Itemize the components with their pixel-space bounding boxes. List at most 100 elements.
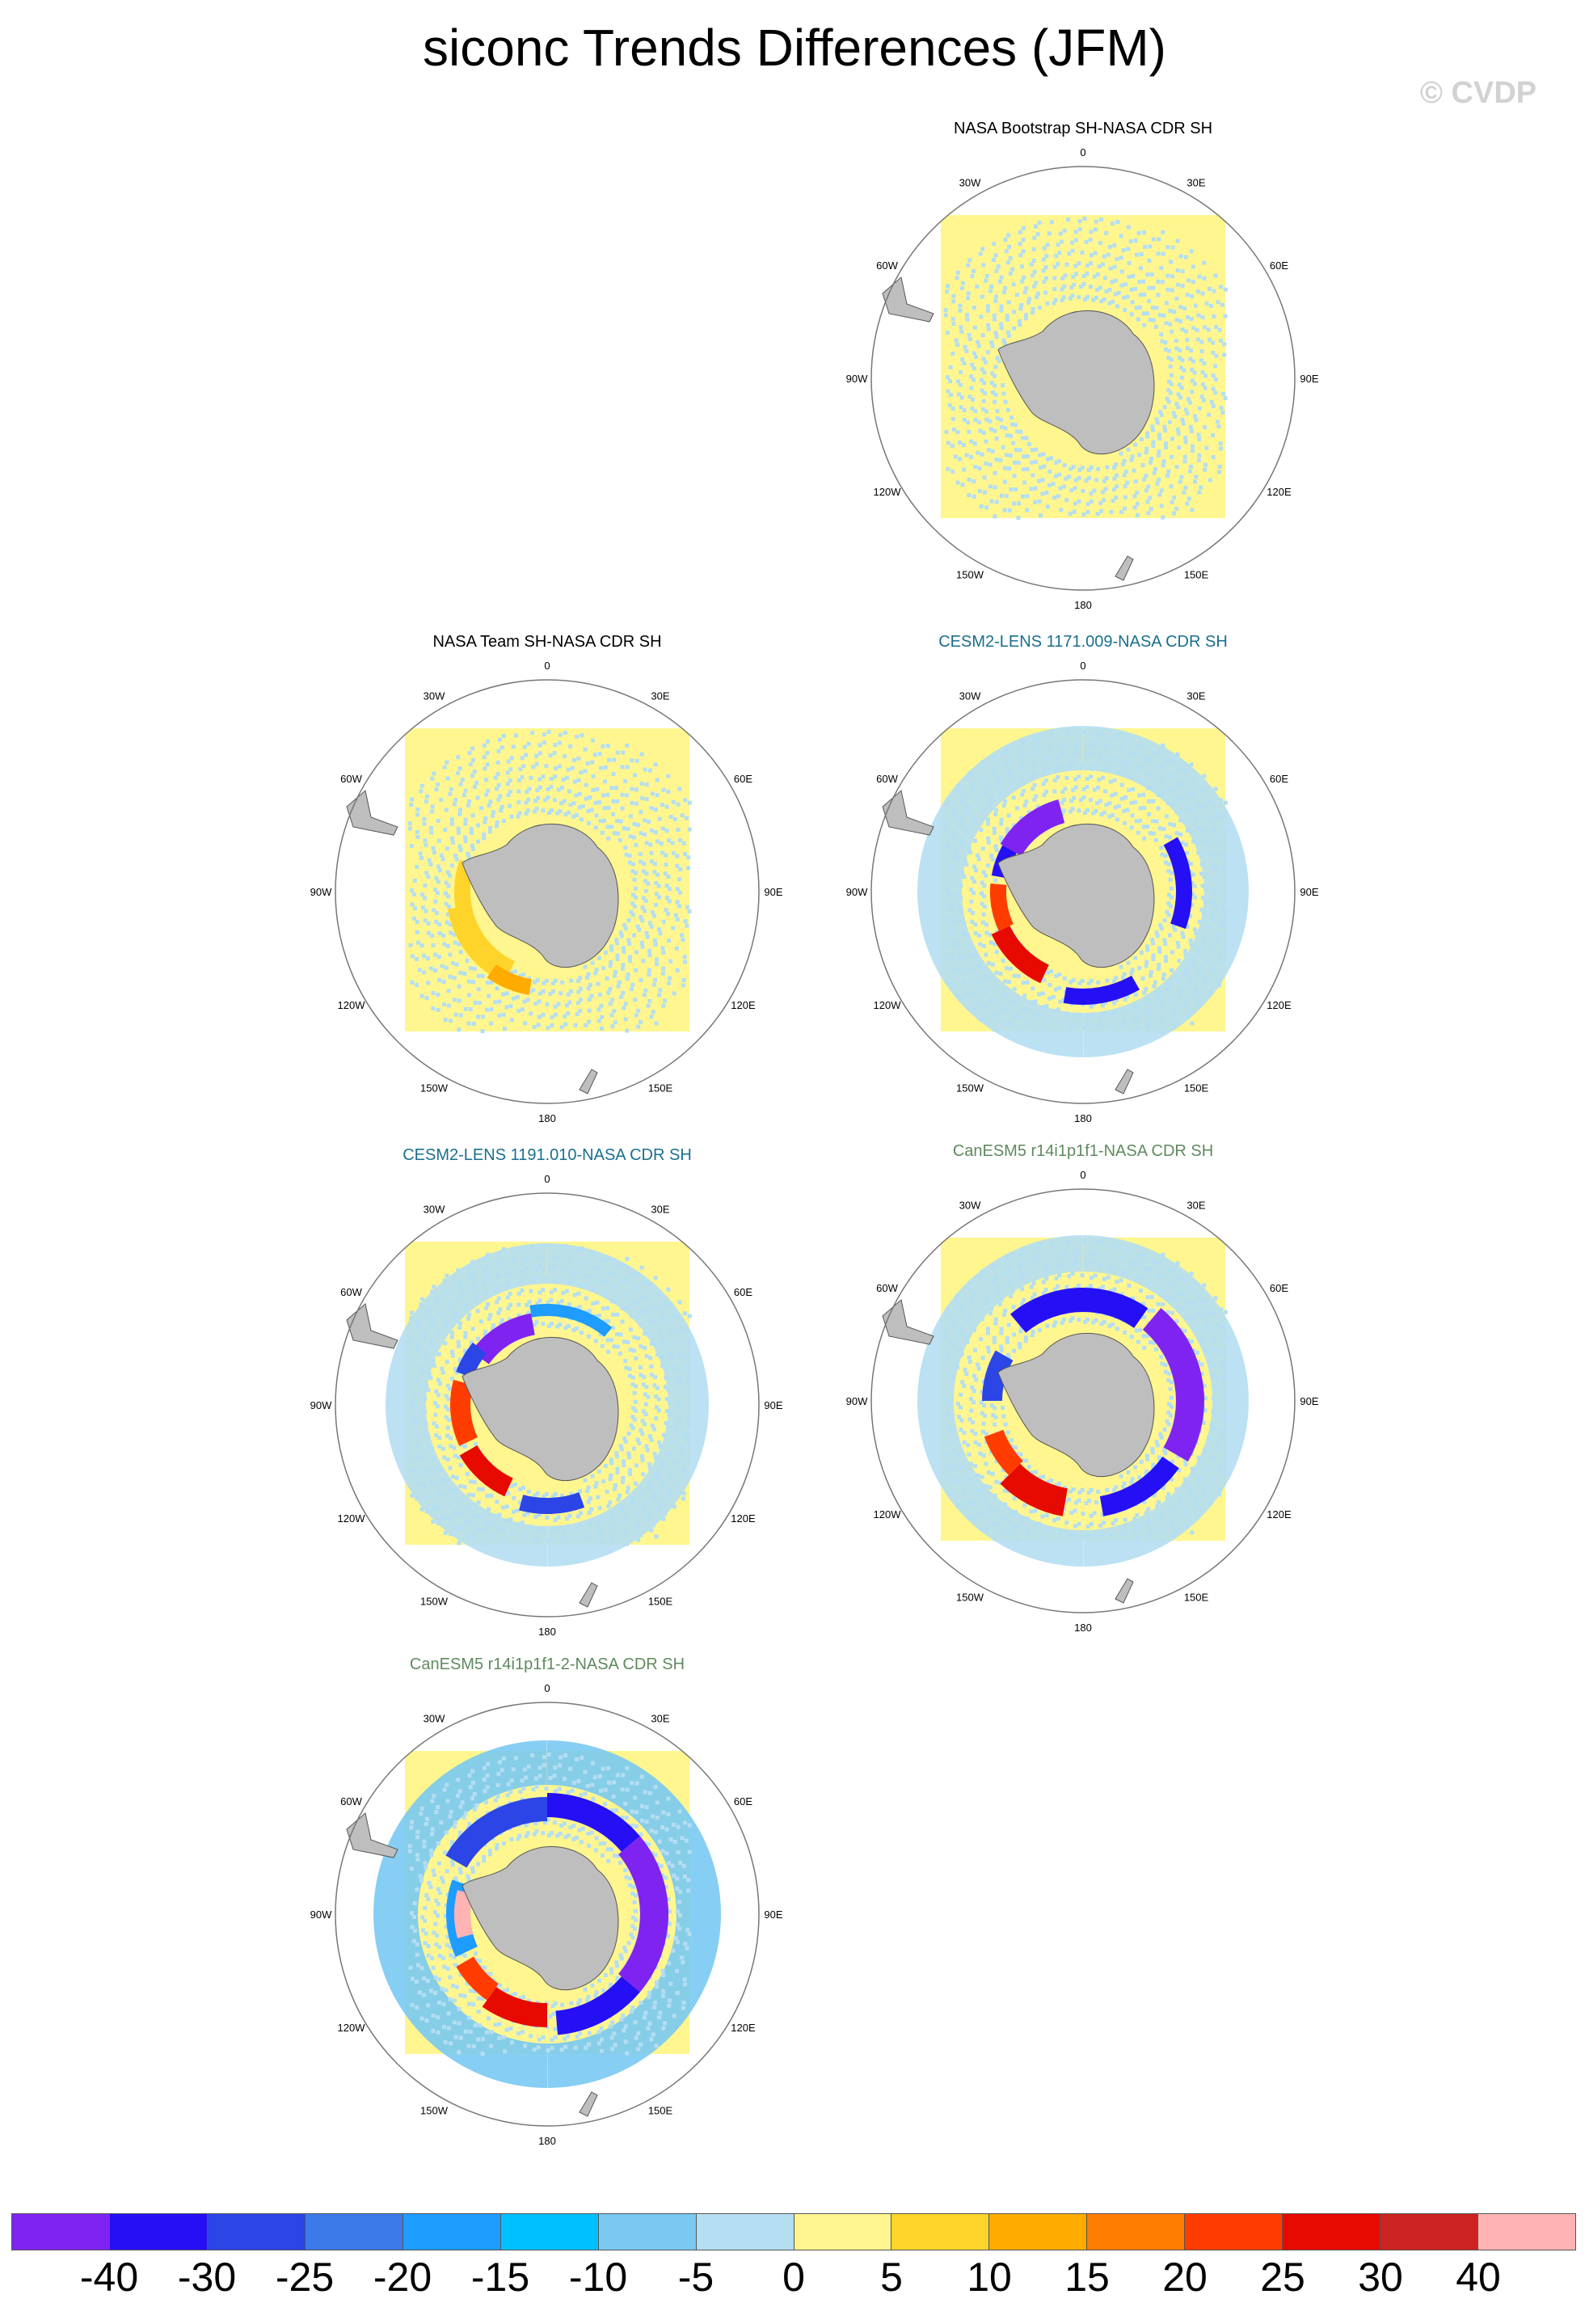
map-panel-canesm5-r14: CanESM5 r14i1p1f1-NASA CDR SH 0 30E 60E 90E… xyxy=(832,1142,1334,1660)
longitude-label: 30W xyxy=(424,690,445,702)
antarctica-landmass xyxy=(997,823,1155,968)
colorbar-swatch xyxy=(794,2214,892,2250)
map-panel-nasa-bootstrap: NASA Bootstrap SH-NASA CDR SH 0 30E 60E 90E… xyxy=(832,120,1334,637)
longitude-label: 30E xyxy=(651,1713,669,1725)
longitude-label: 0 xyxy=(1080,1169,1085,1181)
longitude-label: 180 xyxy=(1074,1112,1092,1124)
longitude-label: 90W xyxy=(846,1395,868,1407)
colorbar-swatch xyxy=(109,2214,208,2250)
polar-map: 0 30E 60E 90E 120E 150E 180 150W 120W 90W 60W 30W xyxy=(846,146,1319,611)
longitude-label: 30W xyxy=(959,690,981,702)
antarctica-landmass xyxy=(997,310,1155,455)
colorbar-tick-label: 20 xyxy=(1162,2254,1208,2300)
polar-map: 0 30E 60E 90E 120E 150E 180 150W 120W 90W 60W 30W xyxy=(310,1682,783,2147)
longitude-label: 150W xyxy=(956,568,984,580)
longitude-label: 180 xyxy=(1074,599,1092,611)
longitude-label: 90E xyxy=(764,1399,782,1411)
longitude-label: 0 xyxy=(544,1173,550,1185)
longitude-label: 60W xyxy=(876,259,898,272)
colorbar-swatch xyxy=(403,2214,501,2250)
map-boundary xyxy=(335,1702,760,2127)
longitude-label: 180 xyxy=(538,1626,556,1638)
new-zealand-landmass xyxy=(1115,1069,1134,1095)
longitude-label: 30E xyxy=(1186,177,1205,189)
south-america-landmass xyxy=(346,790,398,836)
longitude-label: 90W xyxy=(310,886,332,898)
colorbar-tick-label: 40 xyxy=(1456,2254,1501,2300)
colorbar-swatch xyxy=(12,2214,110,2250)
antarctica-landmass xyxy=(462,823,619,968)
south-america-landmass xyxy=(882,790,934,836)
panel-title: NASA Bootstrap SH-NASA CDR SH xyxy=(953,120,1213,137)
longitude-label: 120W xyxy=(338,2022,366,2034)
antarctica-landmass xyxy=(462,1336,619,1482)
longitude-label: 120W xyxy=(338,1512,366,1525)
polar-map: 0 30E 60E 90E 120E 150E 180 150W 120W 90W 60W 30W xyxy=(846,1169,1319,1634)
longitude-label: 180 xyxy=(538,2135,556,2147)
colorbar-swatch xyxy=(598,2214,697,2250)
colorbar-tick-label: 10 xyxy=(967,2254,1012,2300)
south-america-landmass xyxy=(882,1299,934,1345)
panel-title: CESM2-LENS 1191.010-NASA CDR SH xyxy=(403,1146,692,1164)
longitude-label: 120E xyxy=(731,2022,756,2034)
figure-title: siconc Trends Differences (JFM) xyxy=(423,19,1166,77)
longitude-label: 120E xyxy=(1267,999,1292,1011)
longitude-label: 30W xyxy=(959,1200,981,1212)
panel-title: NASA Team SH-NASA CDR SH xyxy=(432,633,662,651)
longitude-label: 30E xyxy=(651,1204,669,1216)
map-boundary xyxy=(335,1192,760,1618)
longitude-label: 150W xyxy=(420,2104,449,2116)
colorbar-tick-label: 25 xyxy=(1260,2254,1305,2300)
longitude-label: 90E xyxy=(1300,886,1318,898)
panel-title: CanESM5 r14i1p1f1-2-NASA CDR SH xyxy=(409,1655,685,1673)
longitude-label: 60W xyxy=(340,773,362,785)
colorbar-swatch xyxy=(891,2214,990,2250)
longitude-label: 0 xyxy=(544,660,550,672)
new-zealand-landmass xyxy=(579,2091,598,2117)
colorbar-swatch xyxy=(696,2214,794,2250)
longitude-label: 120E xyxy=(731,1512,756,1525)
panel-title: CESM2-LENS 1171.009-NASA CDR SH xyxy=(938,633,1228,651)
longitude-label: 90W xyxy=(310,1909,332,1921)
longitude-label: 60E xyxy=(1270,773,1288,785)
colorbar-swatch xyxy=(1283,2214,1381,2250)
longitude-label: 90W xyxy=(310,1399,332,1411)
longitude-label: 180 xyxy=(1074,1622,1092,1634)
longitude-label: 150E xyxy=(648,1595,673,1607)
south-america-landmass xyxy=(882,276,934,323)
map-panel-cesm2-lens-1171: CESM2-LENS 1171.009-NASA CDR SH 0 30E 60E 9… xyxy=(832,633,1334,1150)
longitude-label: 120W xyxy=(874,486,902,498)
polar-map: 0 30E 60E 90E 120E 150E 180 150W 120W 90W 60W 30W xyxy=(310,660,783,1124)
new-zealand-landmass xyxy=(579,1582,598,1608)
panel-title: CanESM5 r14i1p1f1-NASA CDR SH xyxy=(952,1142,1214,1160)
longitude-label: 60W xyxy=(876,1282,898,1294)
longitude-label: 150E xyxy=(648,2104,673,2116)
south-america-landmass xyxy=(346,1303,398,1349)
longitude-label: 150E xyxy=(1184,568,1209,580)
map-boundary xyxy=(870,679,1296,1104)
colorbar-swatch xyxy=(207,2214,306,2250)
new-zealand-landmass xyxy=(1115,555,1134,581)
longitude-label: 60W xyxy=(876,773,898,785)
longitude-label: 150W xyxy=(420,1082,449,1094)
new-zealand-landmass xyxy=(579,1069,598,1095)
longitude-label: 30E xyxy=(651,690,669,702)
longitude-label: 0 xyxy=(1080,660,1085,672)
colorbar-tick-label: -10 xyxy=(568,2254,628,2300)
antarctica-landmass xyxy=(997,1332,1155,1478)
longitude-label: 180 xyxy=(538,1112,556,1124)
longitude-label: 150E xyxy=(1184,1082,1209,1094)
longitude-label: 60W xyxy=(340,1286,362,1298)
colorbar-swatch xyxy=(1087,2214,1186,2250)
longitude-label: 150W xyxy=(420,1595,449,1607)
longitude-label: 120W xyxy=(338,999,366,1011)
colorbar-tick-label: 0 xyxy=(782,2254,805,2300)
longitude-label: 90E xyxy=(764,1909,782,1921)
longitude-label: 120E xyxy=(731,999,756,1011)
colorbar xyxy=(11,2213,1576,2250)
longitude-label: 0 xyxy=(544,1682,550,1694)
south-america-landmass xyxy=(346,1812,398,1858)
longitude-label: 120E xyxy=(1267,1508,1292,1521)
colorbar-tick-label: -20 xyxy=(373,2254,432,2300)
colorbar-swatch xyxy=(1380,2214,1479,2250)
